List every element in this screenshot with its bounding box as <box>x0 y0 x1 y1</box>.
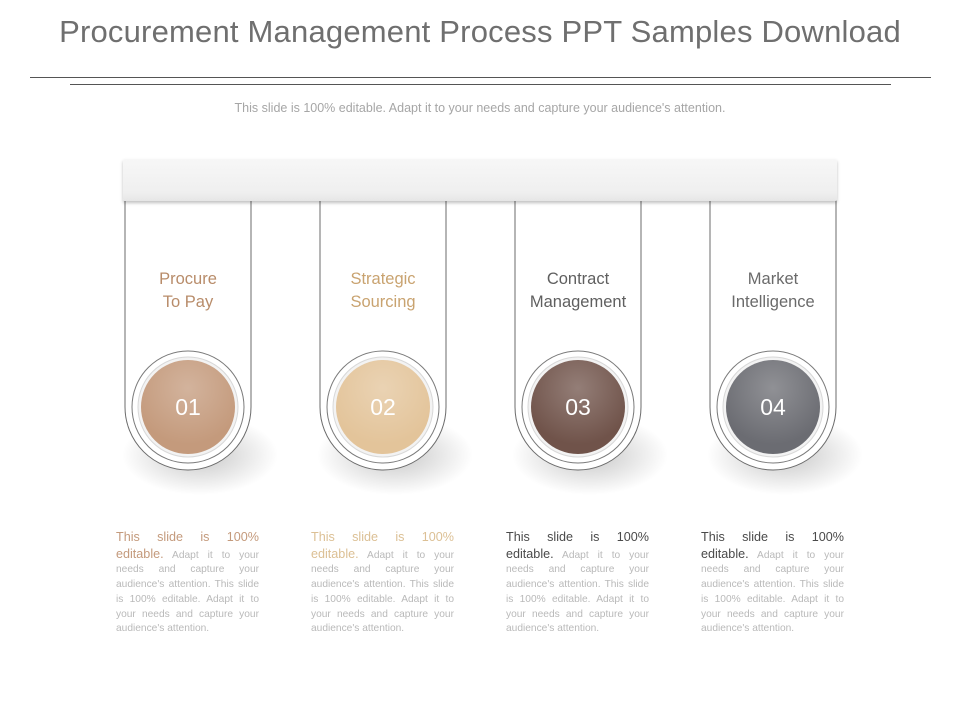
slide-subtitle: This slide is 100% editable. Adapt it to… <box>234 101 726 115</box>
step-4-number: 04 <box>760 394 786 420</box>
step-3-desc-body: Adapt it to your needs and capture your … <box>506 549 649 635</box>
step-1-disc-highlight <box>141 360 235 454</box>
step-3-label: Contract Management <box>508 268 648 314</box>
step-4-desc-body: Adapt it to your needs and capture your … <box>701 549 844 635</box>
step-3-disc-highlight <box>531 360 625 454</box>
step-1-label: Procure To Pay <box>118 268 258 314</box>
step-2-label-line1: Strategic <box>350 270 416 288</box>
step-3-description: This slide is 100% editable. Adapt it to… <box>506 530 649 637</box>
step-4-label: Market Intelligence <box>703 268 843 314</box>
step-2-desc-body: Adapt it to your needs and capture your … <box>311 549 454 635</box>
step-4-label-line2: Intelligence <box>731 293 815 311</box>
step-2-desc-lead: This slide is 100% editable. <box>311 530 454 561</box>
step-3-label-line1: Contract <box>546 270 610 288</box>
step-4-disc-highlight <box>726 360 820 454</box>
step-1-desc-lead: This slide is 100% editable. <box>116 530 259 561</box>
step-2-label: Strategic Sourcing <box>313 268 453 314</box>
step-1-label-line1: Procure <box>159 270 217 288</box>
title-rule-bottom <box>70 84 891 85</box>
header-bar <box>123 159 837 201</box>
step-2-number: 02 <box>370 394 396 420</box>
step-3-desc-lead: This slide is 100% editable. <box>506 530 649 561</box>
step-3-number: 03 <box>565 394 591 420</box>
step-2-disc-highlight <box>336 360 430 454</box>
step-4-label-line1: Market <box>747 270 799 288</box>
step-2-label-line2: Sourcing <box>350 293 416 311</box>
step-1-desc-body: Adapt it to your needs and capture your … <box>116 549 259 635</box>
step-4-desc-lead: This slide is 100% editable. <box>701 530 844 561</box>
step-1-label-line2: To Pay <box>162 293 214 311</box>
step-4-description: This slide is 100% editable. Adapt it to… <box>701 530 844 637</box>
step-1-number: 01 <box>175 394 201 420</box>
step-2-description: This slide is 100% editable. Adapt it to… <box>311 530 454 637</box>
step-1-description: This slide is 100% editable. Adapt it to… <box>116 530 259 637</box>
slide-title: Procurement Management Process PPT Sampl… <box>59 14 901 49</box>
title-rule-top <box>30 77 931 78</box>
step-3-label-line2: Management <box>529 293 627 311</box>
